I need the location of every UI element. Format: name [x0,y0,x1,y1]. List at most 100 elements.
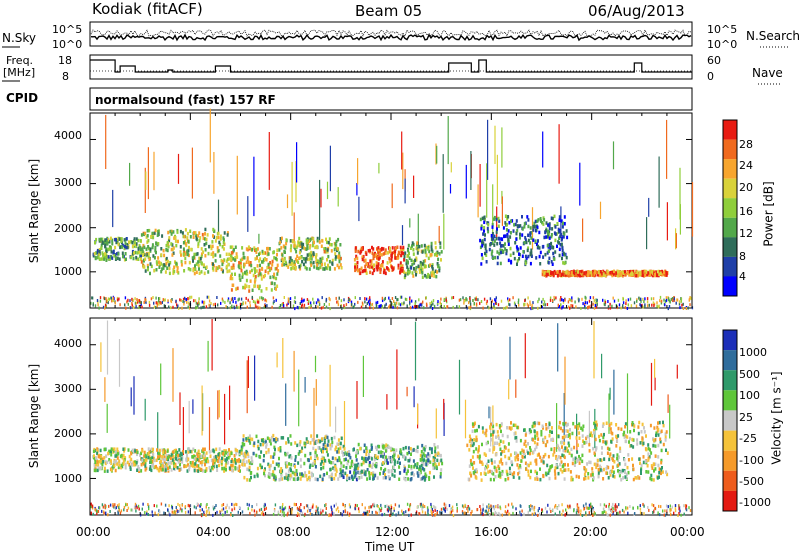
power-echo-mark [228,257,231,261]
velocity-echo-mark [287,511,289,515]
power-echo-mark [198,239,201,243]
power-echo-mark [481,244,484,248]
velocity-echo-mark [180,467,183,471]
power-echo-mark [516,228,519,233]
power-echo-mark [555,296,557,300]
power-echo-mark [167,299,169,303]
power-echo-mark [391,251,394,256]
power-echo-mark [180,263,183,267]
power-echo-mark [423,243,426,248]
power-echo-mark [670,297,672,301]
power-echo-mark [274,256,277,261]
power-echo-mark [644,273,647,277]
velocity-echo-mark [214,506,216,510]
power-echo-mark [640,299,642,303]
power-echo-mark [438,268,441,273]
power-echo-mark [247,245,250,249]
velocity-echo-mark [431,507,433,511]
power-echo-mark [198,231,201,235]
power-echo-mark [665,273,668,277]
power-echo-mark [507,229,510,233]
power-echo-mark [100,237,103,242]
velocity-echo-mark [144,453,147,458]
power-echo-mark [370,303,372,307]
power-echo-mark [533,225,536,229]
velocity-echo-mark [297,461,300,465]
velocity-echo-mark [212,513,214,517]
power-streak-mark [177,153,180,184]
velocity-echo-mark [103,511,105,515]
velocity-echo-mark [360,475,363,479]
velocity-echo-mark [199,460,202,465]
power-echo-mark [563,215,566,219]
power-echo-mark [288,259,291,264]
velocity-echo-mark [232,514,234,517]
power-echo-mark [436,262,439,266]
power-echo-mark [187,305,189,309]
velocity-echo-mark [440,507,443,511]
velocity-echo-mark [462,505,465,509]
power-streak-mark [409,218,411,228]
velocity-echo-mark [118,508,120,512]
velocity-echo-mark [251,508,253,512]
power-echo-mark [562,305,564,309]
velocity-echo-mark [335,445,338,450]
power-echo-mark [102,305,105,309]
power-echo-mark [161,234,164,238]
power-echo-mark [148,228,151,233]
power-echo-mark [497,216,500,221]
power-echo-mark [137,257,140,261]
freq-panel-frame [89,54,693,80]
power-echo-mark [152,296,154,299]
velocity-echo-mark [235,452,238,456]
velocity-echo-mark [421,461,424,465]
power-echo-mark [314,245,317,250]
power-echo-mark [138,299,141,303]
power-echo-mark [135,242,138,246]
power-echo-mark [354,262,357,267]
power-echo-mark [371,251,374,255]
power-echo-mark [331,258,334,263]
power-echo-mark [283,296,285,299]
velocity-echo-mark [346,511,349,515]
velocity-echo-mark [243,475,246,480]
power-echo-mark [532,224,535,229]
power-echo-mark [153,268,156,273]
velocity-streak-mark [593,321,595,379]
power-echo-mark [428,264,430,268]
power-echo-mark [194,267,197,271]
velocity-echo-mark [295,469,298,473]
power-echo-mark [541,245,544,249]
velocity-echo-mark [387,475,390,479]
velocity-echo-mark [98,506,100,510]
velocity-echo-mark [308,477,311,482]
power-echo-mark [215,235,218,240]
power-echo-mark [399,271,402,275]
velocity-echo-mark [193,505,196,509]
velocity-echo-mark [621,508,624,512]
power-echo-mark [163,263,166,267]
velocity-echo-mark [419,477,422,481]
velocity-echo-mark [117,465,120,470]
velocity-echo-mark [249,441,252,445]
velocity-echo-mark [226,456,228,461]
power-echo-mark [687,306,689,310]
power-echo-mark [584,295,586,299]
velocity-echo-mark [660,471,662,476]
power-echo-mark [294,244,297,248]
velocity-echo-mark [374,463,377,468]
velocity-echo-mark [167,469,170,473]
power-echo-mark [371,271,374,276]
power-echo-mark [197,263,200,268]
power-echo-mark [485,260,488,264]
power-echo-mark [636,299,638,303]
power-echo-mark [155,260,158,264]
power-echo-mark [545,235,548,239]
power-echo-mark [231,276,234,281]
velocity-echo-mark [195,506,197,510]
power-echo-mark [675,301,677,305]
velocity-echo-mark [268,467,271,472]
power-echo-mark [143,232,145,237]
velocity-echo-mark [338,474,341,478]
power-echo-mark [284,260,287,265]
